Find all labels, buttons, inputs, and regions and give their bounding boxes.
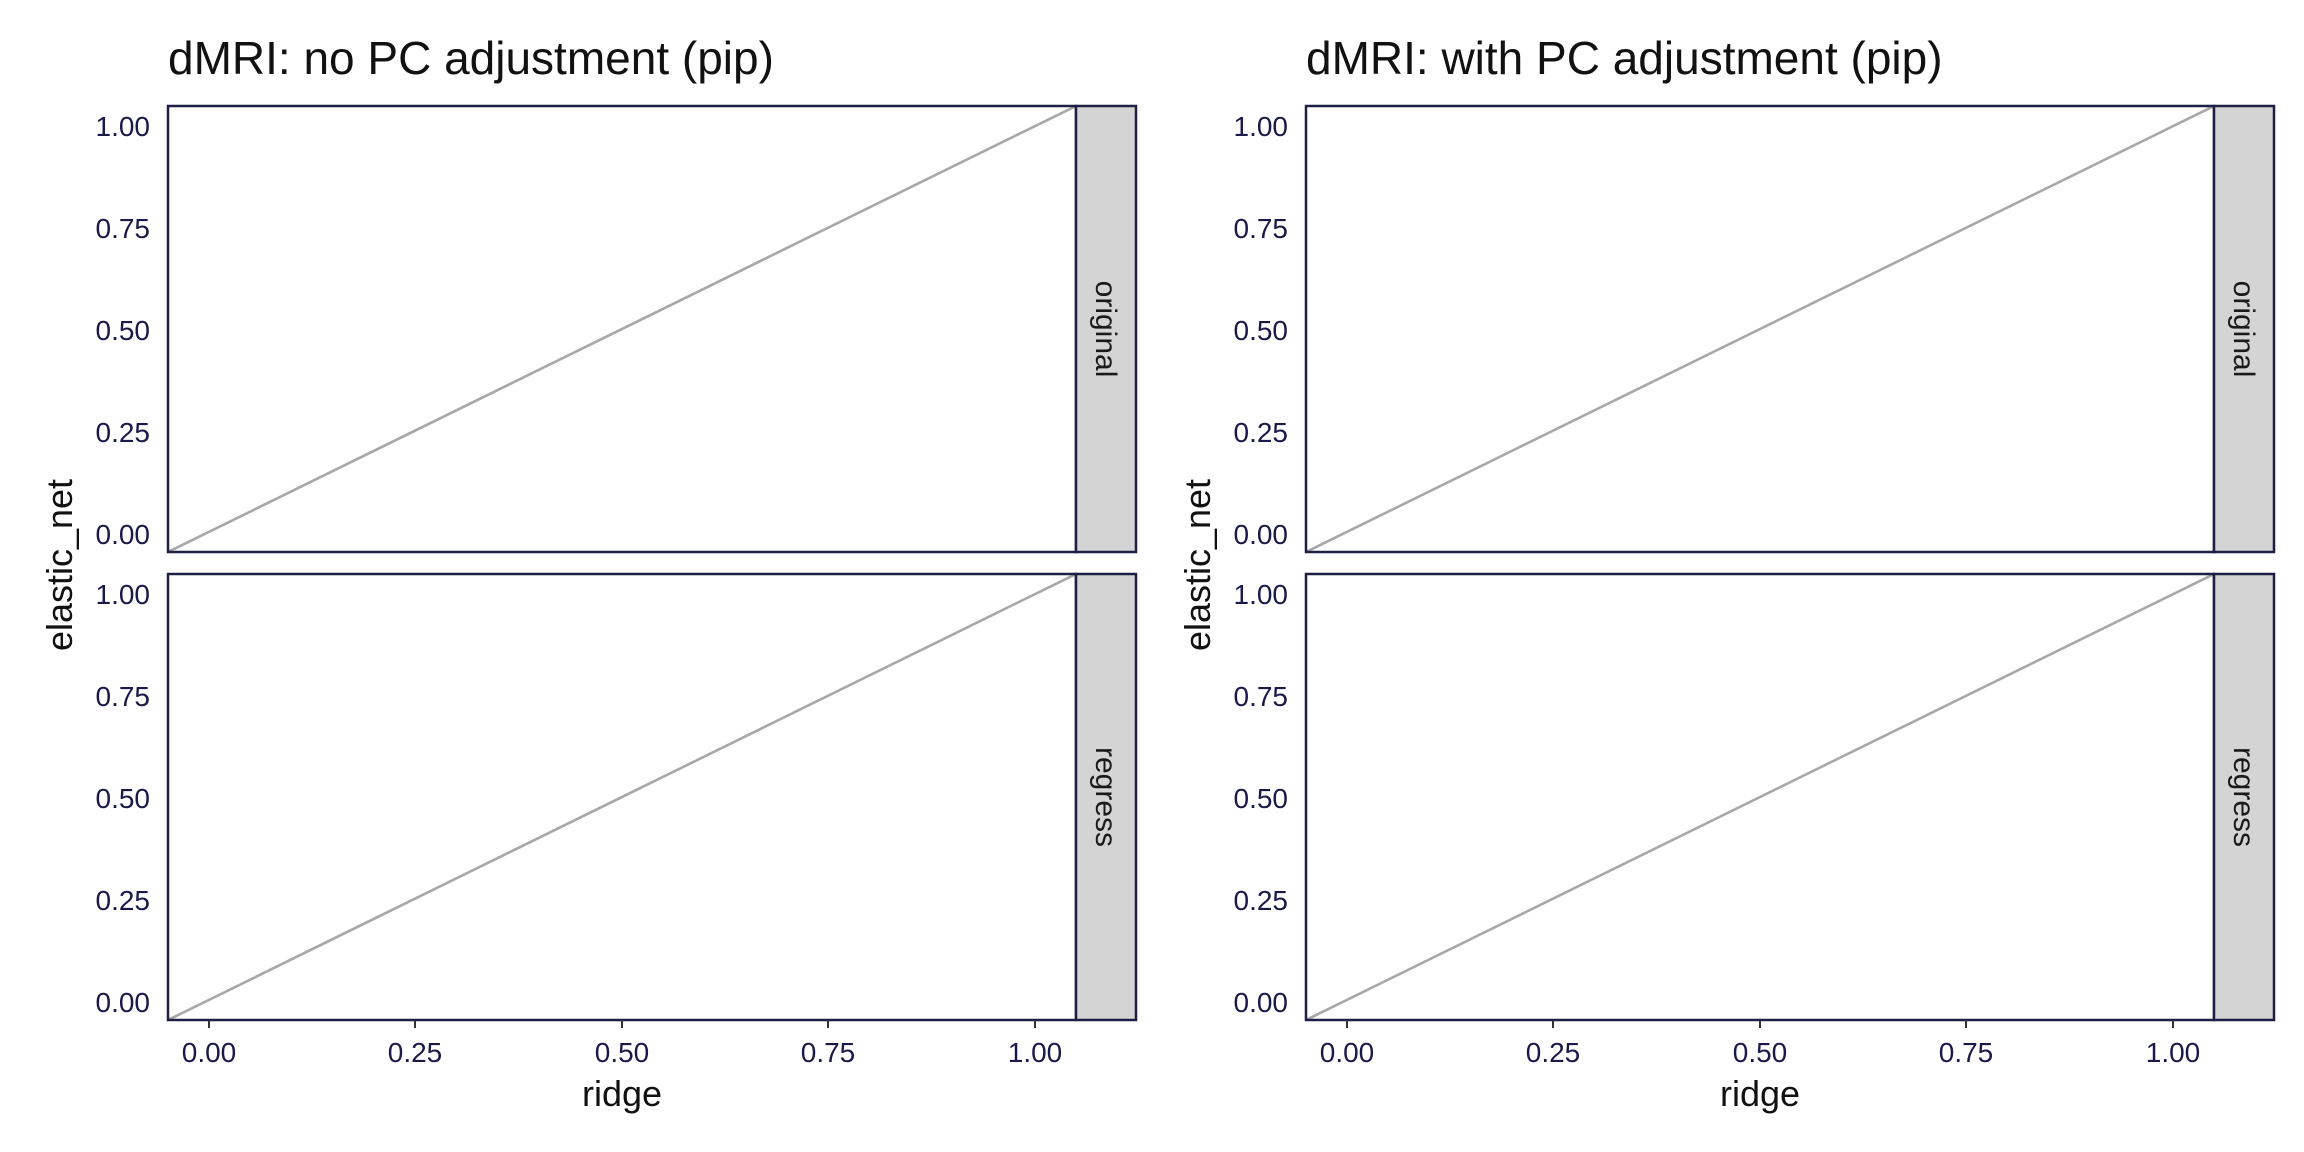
facet-strip (2212, 572, 2276, 1022)
x-tick-label: 0.50 (1733, 1037, 1788, 1068)
identity-line (168, 574, 1076, 1020)
y-tick-labels: 1.00 0.75 0.50 0.25 0.00 (1234, 111, 1289, 550)
y-tick-label: 0.50 (1234, 315, 1289, 346)
x-tick-label: 0.25 (388, 1037, 443, 1068)
y-axis-title: elastic_net (1177, 479, 1218, 651)
y-tick-labels: 1.00 0.75 0.50 0.25 0.00 (1234, 579, 1289, 1018)
chart-title: dMRI: with PC adjustment (pip) (1306, 32, 1943, 84)
chart-no-pc-adjustment: dMRI: no PC adjustment (pip) elastic_net… (39, 32, 1138, 1114)
y-tick-label: 0.00 (1234, 987, 1289, 1018)
facet-original: 1.00 0.75 0.50 0.25 0.00 original (1234, 104, 2276, 554)
x-axis-title: ridge (582, 1073, 662, 1114)
chart-title: dMRI: no PC adjustment (pip) (168, 32, 774, 84)
y-tick-label: 0.75 (96, 213, 151, 244)
y-tick-label: 1.00 (96, 579, 151, 610)
y-axis-title: elastic_net (39, 479, 80, 651)
x-tick-label: 1.00 (1008, 1037, 1063, 1068)
y-tick-label: 0.25 (96, 417, 151, 448)
chart-with-pc-adjustment: dMRI: with PC adjustment (pip) elastic_n… (1177, 32, 2276, 1114)
y-tick-label: 0.50 (96, 315, 151, 346)
identity-line (168, 106, 1076, 552)
facet-strip-label: regress (2227, 747, 2260, 847)
y-tick-label: 0.25 (1234, 417, 1289, 448)
x-axis-title: ridge (1720, 1073, 1800, 1114)
facet-strip (1074, 104, 1138, 554)
y-tick-label: 0.25 (1234, 885, 1289, 916)
facet-strip-label: original (2227, 281, 2260, 378)
y-tick-label: 0.75 (1234, 681, 1289, 712)
facet-strip-label: original (1089, 281, 1122, 378)
x-tick-label: 0.00 (182, 1037, 237, 1068)
identity-line (1306, 106, 2214, 552)
y-tick-label: 1.00 (1234, 111, 1289, 142)
y-tick-label: 0.75 (96, 681, 151, 712)
plot-area (168, 106, 1076, 552)
y-tick-labels: 1.00 0.75 0.50 0.25 0.00 (96, 111, 151, 550)
y-tick-label: 1.00 (1234, 579, 1289, 610)
y-tick-labels: 1.00 0.75 0.50 0.25 0.00 (96, 579, 151, 1018)
plot-area (168, 574, 1076, 1020)
y-tick-label: 0.00 (96, 519, 151, 550)
y-tick-label: 0.00 (1234, 519, 1289, 550)
x-tick-label: 0.75 (1939, 1037, 1994, 1068)
y-tick-label: 0.50 (96, 783, 151, 814)
y-tick-label: 0.00 (96, 987, 151, 1018)
y-tick-label: 1.00 (96, 111, 151, 142)
y-tick-label: 0.75 (1234, 213, 1289, 244)
x-tick-label: 0.75 (801, 1037, 856, 1068)
x-tick-label: 0.00 (1320, 1037, 1375, 1068)
y-tick-label: 0.50 (1234, 783, 1289, 814)
x-tick-label: 0.25 (1526, 1037, 1581, 1068)
plot-area (1306, 574, 2214, 1020)
x-axis: 0.00 0.25 0.50 0.75 1.00 (182, 1020, 1063, 1068)
plot-area (1306, 106, 2214, 552)
facet-strip-label: regress (1089, 747, 1122, 847)
facet-regress: 1.00 0.75 0.50 0.25 0.00 regress (96, 572, 1138, 1022)
facet-strip (1074, 572, 1138, 1022)
identity-line (1306, 574, 2214, 1020)
x-axis: 0.00 0.25 0.50 0.75 1.00 (1320, 1020, 2201, 1068)
x-tick-label: 1.00 (2146, 1037, 2201, 1068)
y-tick-label: 0.25 (96, 885, 151, 916)
facet-original: 1.00 0.75 0.50 0.25 0.00 original (96, 104, 1138, 554)
x-tick-label: 0.50 (595, 1037, 650, 1068)
facet-strip (2212, 104, 2276, 554)
